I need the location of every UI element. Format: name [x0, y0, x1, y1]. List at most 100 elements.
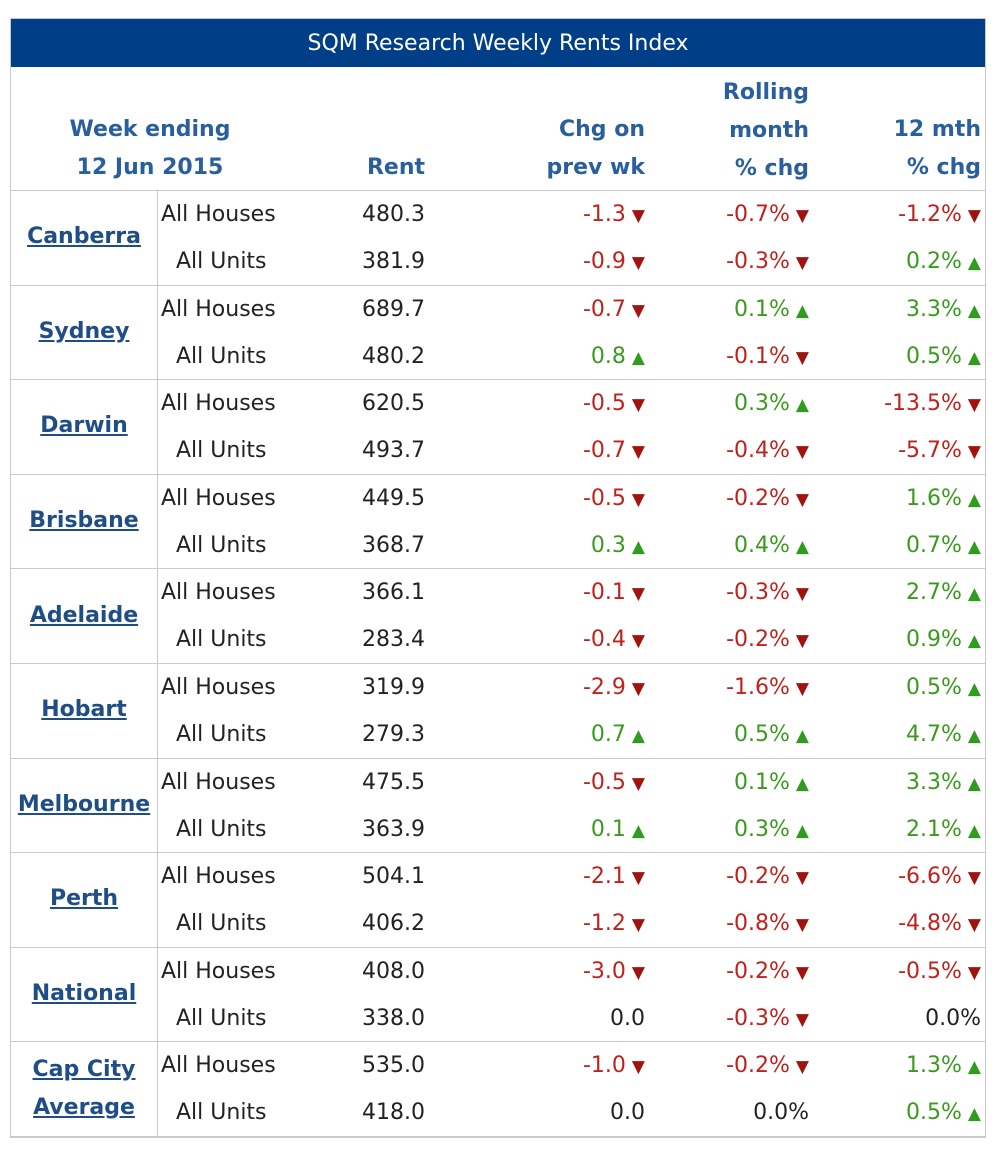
weekly-change-value: -0.5: [582, 391, 626, 417]
weekly-change-value: 0.7: [590, 722, 626, 747]
rent-value: 449.5: [362, 485, 425, 511]
rolling-month-change: -0.1% ▼: [661, 334, 809, 380]
rolling-month-change: 0.0%: [661, 1090, 809, 1136]
column-divider: [157, 190, 158, 285]
city-link[interactable]: Melbourne: [11, 758, 157, 853]
dwelling-type: All Houses: [161, 958, 276, 984]
down-triangle-icon: ▼: [631, 962, 645, 983]
down-triangle-icon: ▼: [631, 679, 645, 699]
rolling-month-change: -1.6% ▼: [661, 665, 809, 711]
annual-change: 2.1% ▲: [831, 807, 981, 853]
annual-change: 0.2% ▲: [831, 239, 981, 285]
annual-change: -13.5% ▼: [831, 381, 981, 427]
rolling-month-change: -0.2% ▼: [661, 949, 809, 995]
annual-change-value: -6.6%: [898, 864, 962, 890]
city-link[interactable]: Perth: [11, 852, 157, 947]
city-name-line[interactable]: Melbourne: [17, 791, 151, 817]
city-name-line[interactable]: Cap City: [32, 1056, 136, 1082]
up-triangle-icon: ▲: [631, 726, 645, 746]
rent-value: 535.0: [362, 1053, 425, 1079]
annual-change-value: 3.3%: [906, 769, 962, 795]
down-triangle-icon: ▼: [967, 206, 981, 226]
up-triangle-icon: ▲: [795, 726, 809, 746]
city-name-line[interactable]: Canberra: [27, 224, 141, 250]
row-divider: [11, 946, 985, 948]
header-chg-prev-wk: Chg on prev wk: [491, 111, 645, 187]
up-triangle-icon: ▲: [967, 584, 981, 605]
rolling-month-change-value: -0.4%: [726, 438, 790, 464]
rolling-month-change: 0.3% ▲: [661, 381, 809, 427]
column-divider: [157, 852, 158, 947]
column-divider: [157, 568, 158, 663]
weekly-change: -0.5 ▼: [491, 476, 645, 522]
weekly-change-value: -0.9: [582, 249, 626, 274]
column-divider: [157, 663, 158, 758]
annual-change-value: 3.3%: [906, 296, 962, 322]
rent-value: 475.5: [362, 769, 425, 795]
weekly-change-value: -1.0: [582, 1053, 626, 1079]
rolling-month-change-value: -0.8%: [726, 911, 790, 937]
rent-value: 283.4: [362, 627, 425, 653]
rent-value: 480.3: [362, 202, 425, 227]
rolling-month-change-value: 0.3%: [734, 391, 790, 417]
row-divider: [11, 663, 985, 664]
annual-change: 1.3% ▲: [831, 1043, 981, 1089]
down-triangle-icon: ▼: [967, 868, 981, 889]
header-roll-line3: % chg: [734, 156, 809, 181]
up-triangle-icon: ▲: [795, 300, 809, 321]
dwelling-type: All Units: [176, 249, 267, 274]
annual-change-value: 1.6%: [906, 485, 962, 511]
weekly-change-value: 0.3: [590, 532, 626, 558]
city-link[interactable]: Adelaide: [11, 568, 157, 663]
rolling-month-change: -0.8% ▼: [661, 901, 809, 947]
city-link[interactable]: Hobart: [11, 663, 157, 758]
annual-change-value: -5.7%: [898, 438, 962, 464]
header-rent-label: Rent: [366, 155, 425, 180]
row-divider: [11, 568, 985, 570]
rolling-month-change: -0.2% ▼: [661, 1043, 809, 1089]
rolling-month-change: -0.4% ▼: [661, 428, 809, 474]
city-name-line[interactable]: Average: [33, 1094, 135, 1120]
city-link[interactable]: Darwin: [11, 379, 157, 474]
city-link[interactable]: Sydney: [11, 285, 157, 380]
rolling-month-change-value: 0.0%: [753, 1100, 809, 1126]
table-title: SQM Research Weekly Rents Index: [11, 19, 985, 67]
annual-change-value: 0.5%: [906, 343, 962, 369]
annual-change-value: 2.7%: [906, 580, 962, 606]
rolling-month-change-value: 0.1%: [734, 296, 790, 322]
rent-value: 620.5: [362, 391, 425, 417]
up-triangle-icon: ▲: [967, 1057, 981, 1078]
city-link[interactable]: National: [11, 947, 157, 1042]
down-triangle-icon: ▼: [967, 395, 981, 416]
annual-change: 2.7% ▲: [831, 570, 981, 616]
city-name-line[interactable]: Sydney: [38, 318, 130, 344]
weekly-change: -3.0 ▼: [491, 949, 645, 995]
weekly-change: 0.8 ▲: [491, 334, 645, 380]
weekly-change: -1.3 ▼: [491, 192, 645, 238]
rent-value: 418.0: [362, 1100, 425, 1126]
city-name-line[interactable]: Darwin: [40, 413, 128, 439]
up-triangle-icon: ▲: [967, 536, 981, 557]
city-link[interactable]: Brisbane: [11, 474, 157, 569]
weekly-change: -0.7 ▼: [491, 428, 645, 474]
rent-value: 368.7: [362, 532, 425, 558]
header-12-month: 12 mth % chg: [831, 111, 981, 187]
down-triangle-icon: ▼: [795, 347, 809, 368]
city-name-line[interactable]: Brisbane: [29, 508, 139, 534]
header-yr-line2: % chg: [906, 155, 981, 180]
rolling-month-change-value: -0.7%: [726, 202, 790, 227]
annual-change: 0.0%: [831, 996, 981, 1042]
city-link[interactable]: Cap City Average: [11, 1041, 157, 1136]
weekly-change-value: -0.7: [582, 296, 626, 322]
down-triangle-icon: ▼: [631, 300, 645, 321]
row-divider: [11, 190, 985, 191]
city-name-line[interactable]: Perth: [49, 886, 119, 912]
city-name-line[interactable]: National: [31, 981, 137, 1007]
dwelling-type: All Units: [176, 1100, 267, 1126]
annual-change-value: -13.5%: [884, 391, 962, 417]
city-name-line[interactable]: Adelaide: [29, 602, 139, 628]
city-link[interactable]: Canberra: [11, 190, 157, 285]
rent-value: 381.9: [362, 249, 425, 274]
city-name-line[interactable]: Hobart: [41, 697, 127, 723]
rent-value: 408.0: [362, 958, 425, 984]
